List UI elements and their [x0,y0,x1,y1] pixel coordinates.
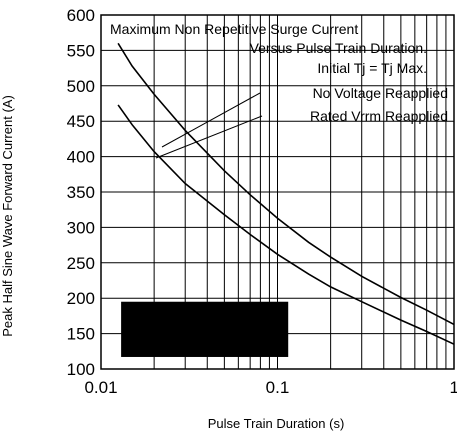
annotation-2: Versus Pulse Train Duration. [250,40,427,56]
y-tick-label: 250 [67,254,95,273]
y-tick-label: 200 [67,289,95,308]
x-tick-labels: 0.01 0.1 1 [84,378,457,397]
series-line-1 [117,42,455,326]
x-axis-label: Pulse Train Duration (s) [208,416,345,431]
annotation-3: Initial Tj = Tj Max. [317,60,427,76]
y-tick-labels: 100 150 200 250 300 350 400 450 500 550 600 [67,6,95,379]
series-line-2 [117,104,455,345]
y-tick-label: 400 [67,148,95,167]
leader-line-no-voltage [161,92,261,148]
y-axis-label: Peak Half Sine Wave Forward Current (A) [0,95,15,337]
y-tick-label: 350 [67,183,95,202]
y-tick-label: 100 [67,360,95,379]
x-tick-label: 1 [450,378,457,397]
annotation-5: Rated Vrrm Reapplied [310,108,448,124]
y-tick-label: 500 [67,77,95,96]
y-tick-label: 300 [67,218,95,237]
plot-frame [100,14,455,370]
redacted-box [121,301,289,357]
annotation-1: Maximum Non Repetitive Surge Current [110,21,358,37]
y-tick-label: 600 [67,6,95,25]
annotations: Maximum Non Repetitive Surge Current Vers… [110,21,448,159]
x-tick-label: 0.1 [266,378,290,397]
y-tick-label: 450 [67,112,95,131]
y-tick-label: 550 [67,41,95,60]
x-tick-label: 0.01 [84,378,117,397]
y-tick-label: 150 [67,325,95,344]
annotation-4: No Voltage Reapplied [313,85,448,101]
leader-line-rated-vrrm [155,115,263,159]
curves [117,42,455,345]
